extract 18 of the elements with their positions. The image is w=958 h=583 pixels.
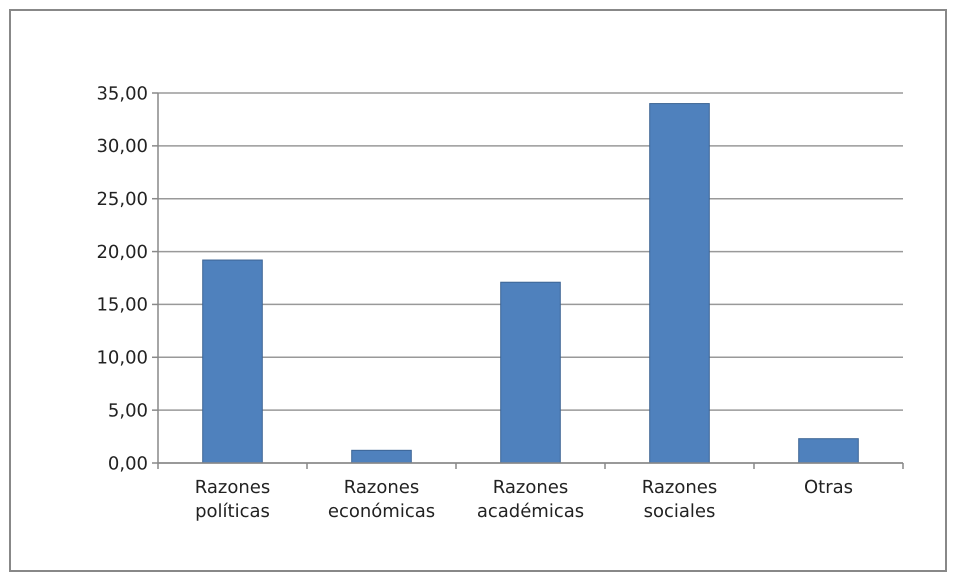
bar	[500, 282, 561, 464]
x-tick-label: Otras	[804, 477, 854, 498]
y-tick-label: 30,00	[96, 136, 148, 158]
y-tick-label: 5,00	[108, 400, 148, 422]
y-tick-label: 25,00	[96, 189, 148, 210]
bar	[351, 450, 412, 464]
bar	[202, 260, 263, 464]
y-tick-label: 15,00	[96, 294, 148, 316]
y-tick-label: 35,00	[96, 83, 148, 104]
bar	[798, 438, 859, 464]
x-tick-label: Razones económicas	[328, 477, 436, 522]
y-tick-label: 10,00	[96, 348, 148, 369]
x-tick-label: Razones académicas	[476, 477, 584, 522]
x-tick-label: Razones sociales	[642, 477, 718, 522]
y-tick-label: 20,00	[96, 242, 148, 263]
y-tick-label: 0,00	[108, 453, 148, 474]
x-tick-label: Razones políticas	[194, 477, 270, 522]
bar	[649, 103, 710, 464]
